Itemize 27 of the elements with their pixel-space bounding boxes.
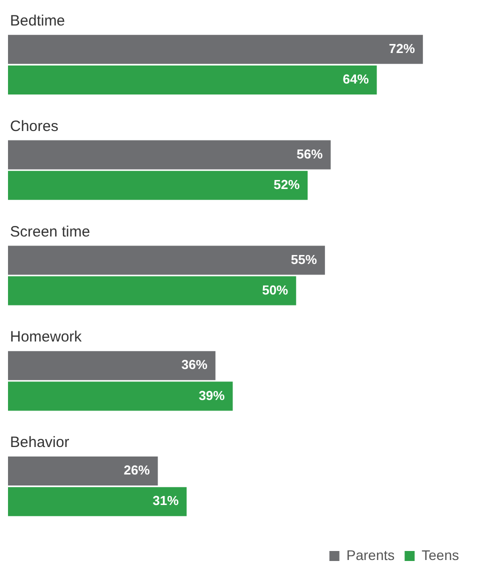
- data-label: 56%: [296, 146, 324, 162]
- bar: [8, 351, 216, 380]
- bar: [8, 34, 423, 64]
- data-label: 26%: [124, 462, 150, 478]
- bar: [8, 170, 308, 200]
- y-tick-label: Bedtime: [10, 12, 66, 30]
- data-label: 52%: [274, 176, 300, 192]
- y-tick-label: Chores: [10, 118, 58, 135]
- bar: [8, 382, 233, 411]
- legend-label: Teens: [422, 546, 459, 563]
- y-tick-label: Homework: [10, 328, 82, 346]
- data-label: 36%: [181, 357, 208, 372]
- bar: [8, 276, 296, 306]
- bar: [8, 140, 331, 170]
- bar: [8, 456, 158, 486]
- data-label: 31%: [152, 493, 180, 508]
- data-label: 55%: [290, 252, 318, 267]
- data-label: 39%: [198, 388, 226, 403]
- y-tick-label: Behavior: [10, 434, 70, 452]
- data-label: 50%: [262, 282, 289, 298]
- bar: [8, 246, 325, 275]
- y-tick-label: Screen time: [10, 223, 90, 240]
- data-label: 72%: [388, 40, 416, 56]
- legend-label: Parents: [346, 546, 395, 563]
- bar: [8, 65, 377, 94]
- data-label: 64%: [342, 72, 370, 87]
- bar: [8, 487, 187, 516]
